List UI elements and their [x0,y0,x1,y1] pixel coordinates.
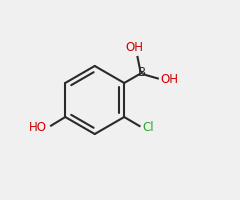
Text: OH: OH [126,41,144,54]
Text: OH: OH [161,73,179,86]
Text: HO: HO [29,121,47,134]
Text: Cl: Cl [142,121,154,134]
Text: B: B [138,66,146,79]
